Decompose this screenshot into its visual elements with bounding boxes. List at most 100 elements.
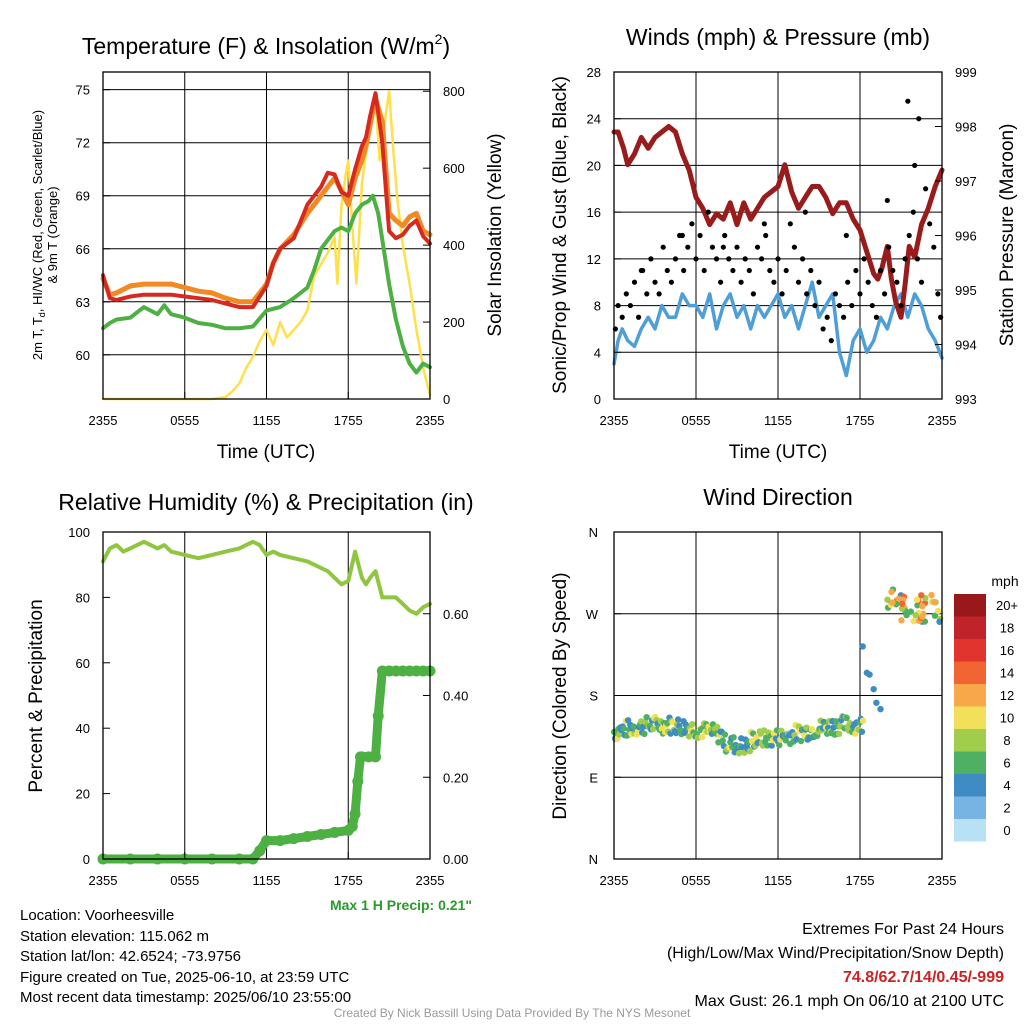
x-tick-label: 0555	[682, 873, 711, 888]
gust-point	[750, 291, 757, 297]
gust-point	[754, 244, 761, 250]
x-tick-label: 2355	[928, 873, 957, 888]
gust-point	[709, 244, 716, 250]
gust-point	[779, 291, 785, 297]
gust-point	[689, 221, 695, 227]
wind-speed-line	[612, 280, 944, 378]
gust-point	[656, 291, 662, 297]
wind-direction-point	[898, 605, 906, 612]
dewpoint-line	[101, 193, 432, 375]
x-tick-label: 0555	[170, 873, 199, 888]
colorbar-label: 10	[1000, 711, 1014, 726]
gust-point	[636, 314, 642, 320]
x-tick-label: 0555	[170, 413, 199, 428]
gust-point	[738, 279, 744, 285]
y-tick-label: 69	[76, 189, 90, 204]
wind-direction-point	[714, 723, 721, 731]
y-tick-label: W	[586, 607, 599, 622]
y-tick-label: 20	[76, 787, 90, 802]
y-tick-label: 40	[76, 721, 90, 736]
wind-direction-point	[782, 737, 790, 744]
wind-direction-point	[873, 699, 880, 706]
wind-direction-point	[884, 596, 891, 603]
winds-xlabel: Time (UTC)	[729, 442, 828, 463]
y-tick-label: 20	[587, 158, 601, 173]
temperature-ylabel-line2: & 9m T (Orange)	[45, 186, 60, 283]
gust-point	[767, 267, 773, 274]
y2-tick-label: 997	[955, 174, 977, 189]
temperature-xlabel: Time (UTC)	[217, 442, 316, 463]
gust-point	[927, 221, 933, 227]
gust-point	[720, 244, 726, 250]
humidity-gridlines	[184, 532, 349, 859]
y2-tick-label: 0.40	[443, 689, 468, 704]
humidity-title: Relative Humidity (%) & Precipitation (i…	[58, 489, 473, 515]
y-tick-label: E	[589, 770, 598, 785]
precip-point	[301, 831, 313, 843]
y-tick-label: 4	[594, 345, 601, 360]
info-created: Figure created on Tue, 2025-06-10, at 23…	[20, 968, 350, 986]
y-tick-label: 60	[76, 348, 90, 363]
humidity-ticks: 2355 0555 1155 1755 2355 0 20 40 60 80 100 0.00 0.20…	[68, 525, 468, 888]
colorbar-swatch	[954, 594, 986, 617]
winds-ylabel: Sonic/Prop Wind & Gust (Blue, Black)	[550, 76, 571, 394]
gust-point	[742, 256, 748, 262]
wind-direction-point	[698, 734, 706, 741]
y2-tick-label: 800	[443, 84, 465, 99]
gust-point	[685, 244, 691, 250]
y-tick-label: 24	[587, 112, 601, 127]
wind-direction-point	[858, 728, 866, 735]
wind-direction-point	[685, 733, 693, 740]
y2-tick-label: 0	[443, 392, 450, 407]
gust-point	[843, 232, 849, 239]
colorbar-label: 12	[1000, 688, 1014, 703]
y-tick-label: 16	[587, 205, 601, 220]
y2-tick-label: 998	[955, 120, 977, 135]
wind-direction-point	[870, 685, 877, 693]
gust-point	[761, 221, 767, 227]
gust-point	[861, 256, 867, 262]
gust-point	[638, 267, 644, 274]
wind-direction-point	[888, 588, 895, 596]
precip-point	[370, 751, 381, 763]
gust-point	[802, 209, 808, 215]
winds-gridlines	[614, 72, 942, 399]
y-tick-label: N	[589, 852, 598, 867]
y-tick-label: 8	[594, 299, 601, 314]
humidity-panel: Relative Humidity (%) & Precipitation (i…	[26, 489, 474, 913]
x-tick-label: 2355	[928, 413, 957, 428]
wind-direction-point	[877, 705, 884, 713]
gust-point	[623, 291, 629, 297]
wind-direction-point	[797, 737, 805, 745]
gust-point	[816, 279, 822, 285]
gust-point	[795, 279, 802, 285]
colorbar-label: 20+	[996, 598, 1018, 613]
gust-point	[771, 279, 777, 285]
gust-point	[734, 244, 740, 250]
pressure-ylabel: Station Pressure (Maroon)	[997, 124, 1018, 347]
gust-point	[775, 256, 781, 262]
gust-point	[836, 302, 843, 309]
gust-point	[812, 302, 818, 309]
wind-direction-point	[907, 608, 915, 615]
wind-direction-point	[730, 734, 737, 741]
temperature-ticks: 2355 0555 1155 1755 2355 60 63 66 69 72 75 0 200 400 6…	[76, 83, 465, 428]
gust-point	[906, 232, 912, 239]
colorbar-swatch	[954, 706, 986, 729]
x-tick-label: 1155	[253, 413, 281, 428]
insolation-line	[101, 89, 432, 401]
gust-point	[800, 256, 806, 262]
colorbar-swatch	[954, 729, 986, 752]
gust-point	[841, 314, 847, 320]
wind-direction-point	[931, 612, 939, 619]
y-tick-label: 75	[76, 83, 90, 98]
wind-direction-point	[936, 618, 943, 625]
gust-point	[693, 256, 699, 262]
precip-point	[372, 710, 384, 722]
gust-point	[726, 256, 732, 262]
gust-point	[877, 267, 884, 274]
x-tick-label: 2355	[600, 873, 629, 888]
gust-point	[697, 232, 703, 239]
